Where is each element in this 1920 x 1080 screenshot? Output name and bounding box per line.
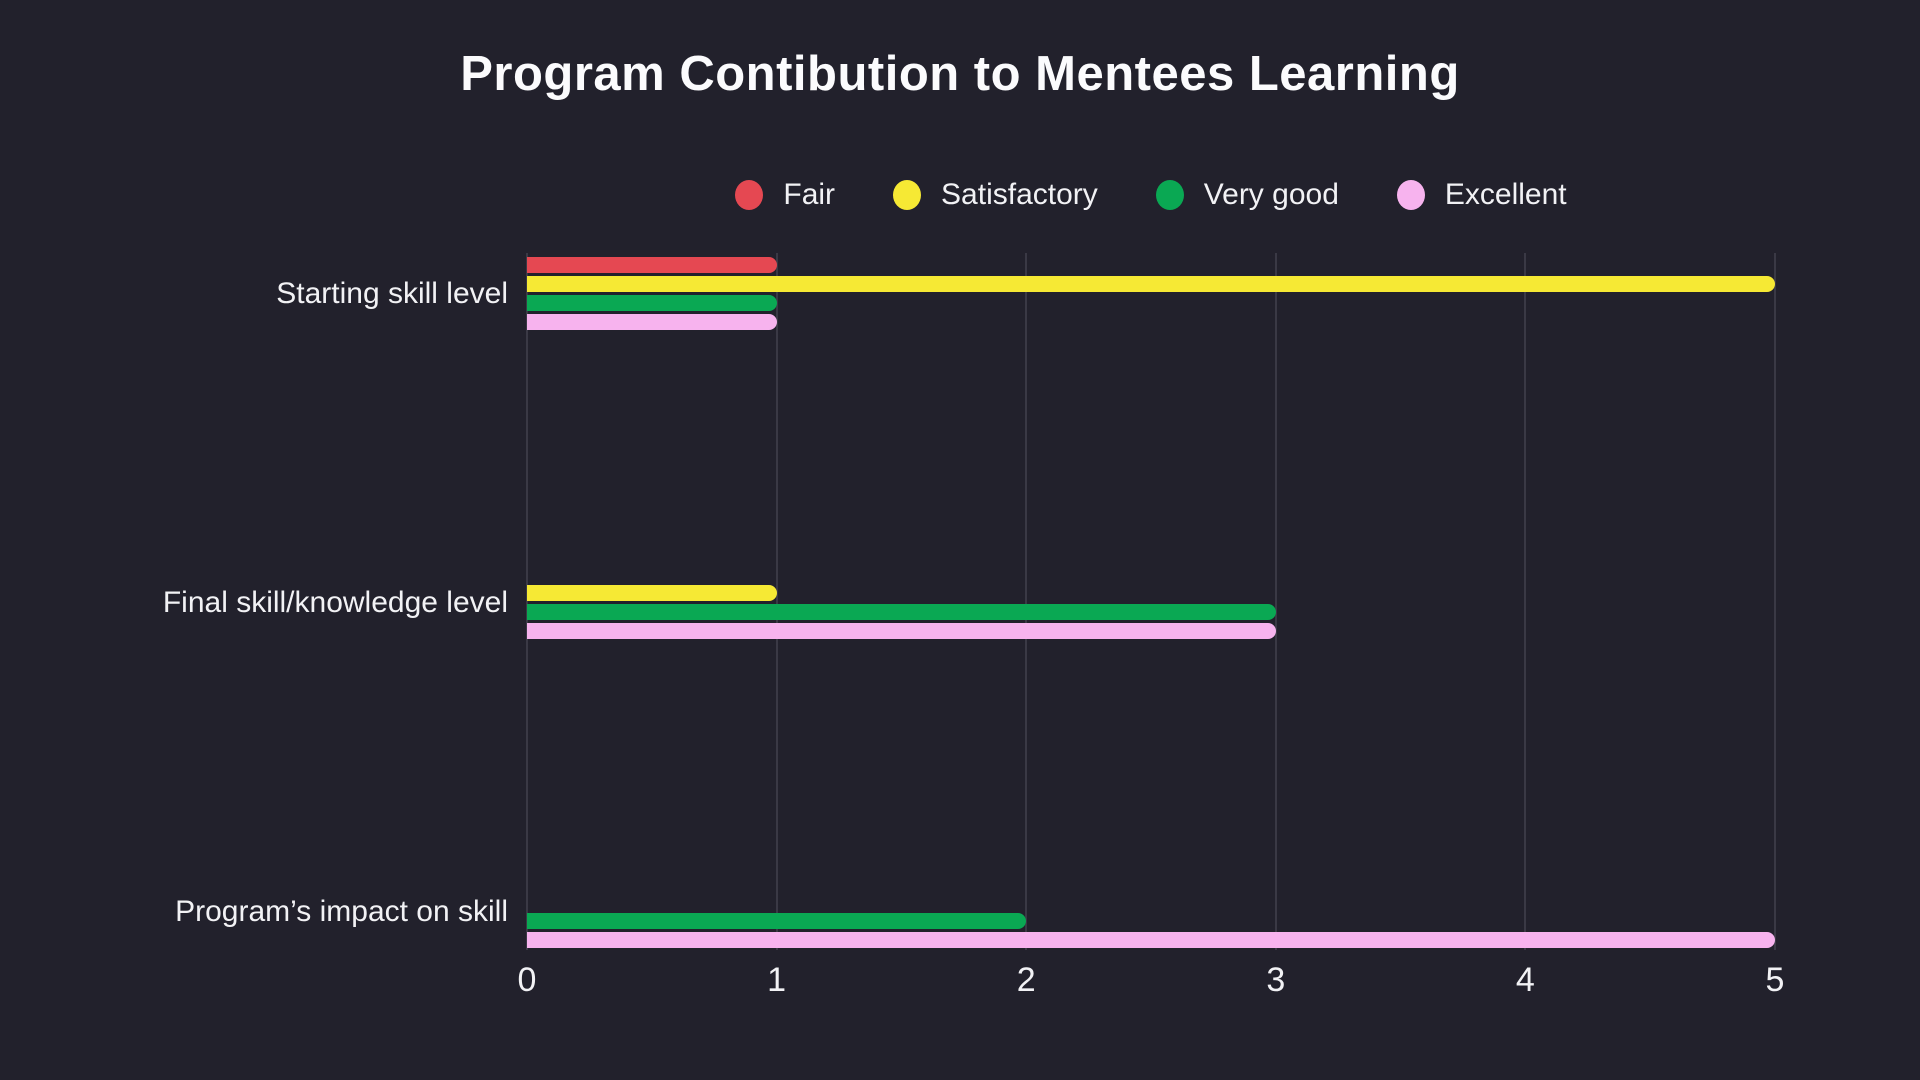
- x-tick-label: 2: [1016, 961, 1036, 999]
- legend-marker-icon: [1155, 180, 1184, 210]
- chart-title: Program Contibution to Mentees Learning: [460, 47, 1460, 101]
- category-labels: Starting skill level Final skill/knowledg…: [0, 257, 508, 948]
- x-tick-label: 1: [767, 961, 787, 999]
- bar-very-good: [527, 295, 777, 311]
- x-tick-label: 5: [1765, 961, 1785, 999]
- legend-item-label: Very good: [1203, 178, 1339, 211]
- gridline: [1274, 253, 1277, 950]
- bar-slot: [527, 932, 1775, 948]
- bar-excellent: [527, 623, 1276, 639]
- category-label: Starting skill level: [276, 276, 508, 310]
- bar-slot: [527, 257, 1775, 273]
- bar-fair: [527, 257, 777, 273]
- bar-slot: [527, 604, 1775, 620]
- legend-item-label: Fair: [783, 178, 836, 211]
- gridline: [526, 253, 528, 950]
- bar-satisfactory: [527, 585, 777, 601]
- gridline: [1774, 253, 1776, 950]
- gridline: [1524, 253, 1527, 950]
- bar-slot: [527, 585, 1775, 601]
- bar-satisfactory: [527, 276, 1775, 292]
- bar-slot: [527, 566, 1775, 582]
- x-tick-label: 4: [1515, 961, 1535, 999]
- bar-slot: [527, 623, 1775, 639]
- legend-marker-icon: [1396, 180, 1425, 210]
- legend-item-label: Satisfactory: [941, 178, 1098, 211]
- category-label: Final skill/knowledge level: [162, 585, 508, 619]
- bar-slot: [527, 295, 1775, 311]
- bar-excellent: [527, 314, 777, 330]
- legend-marker-icon: [735, 180, 764, 210]
- bar-slot: [527, 314, 1775, 330]
- category-label: Program’s impact on skill: [175, 894, 508, 928]
- legend-item-fair: Fair: [735, 178, 835, 212]
- bar-slot: [527, 894, 1775, 910]
- bar-groups: [527, 257, 1775, 948]
- legend-item-excellent: Excellent: [1396, 178, 1567, 212]
- legend-item-label: Excellent: [1444, 178, 1567, 211]
- legend-item-very-good: Very good: [1155, 178, 1339, 212]
- bar-very-good: [527, 913, 1027, 929]
- legend-marker-icon: [893, 180, 922, 210]
- bar-slot: [527, 913, 1775, 929]
- x-tick-label: 3: [1266, 961, 1286, 999]
- gridline: [1025, 253, 1028, 950]
- legend-item-satisfactory: Satisfactory: [893, 178, 1098, 212]
- plot-area: [526, 253, 1776, 950]
- legend: Fair Satisfactory Very good Excellent: [527, 175, 1775, 215]
- bar-excellent: [527, 932, 1775, 948]
- bar-very-good: [527, 604, 1276, 620]
- bar-slot: [527, 875, 1775, 891]
- bar-group: [527, 257, 1775, 330]
- x-tick-label: 0: [517, 961, 537, 999]
- bar-group: [527, 566, 1775, 639]
- gridline: [775, 253, 778, 950]
- bar-slot: [527, 276, 1775, 292]
- bar-group: [527, 875, 1775, 948]
- x-axis: 0 1 2 3 4 5: [518, 960, 1785, 1002]
